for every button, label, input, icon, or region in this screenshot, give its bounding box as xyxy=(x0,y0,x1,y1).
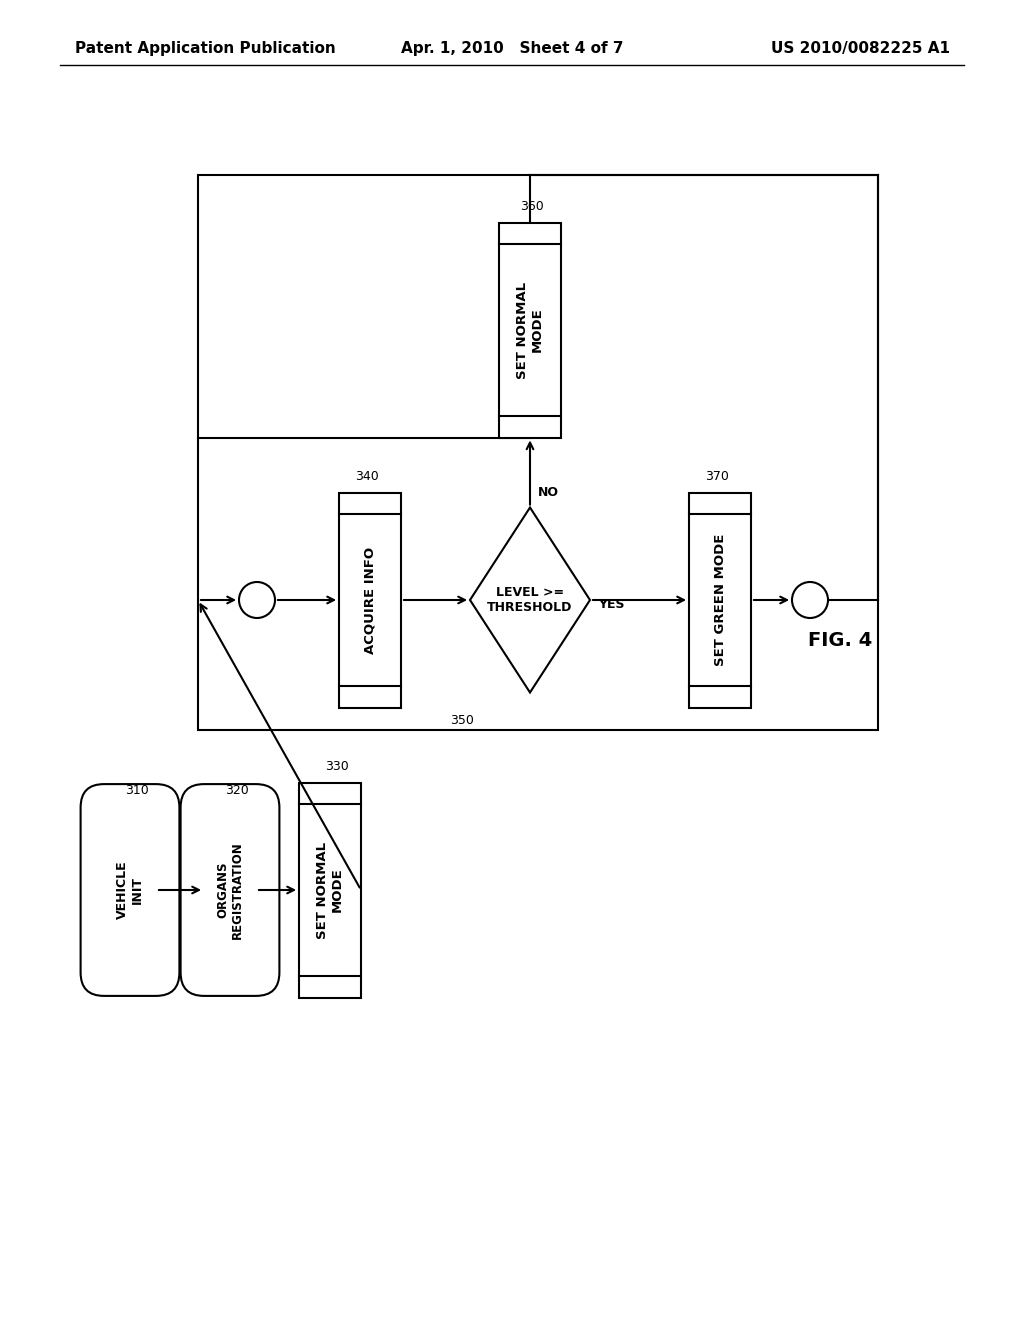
Text: Apr. 1, 2010   Sheet 4 of 7: Apr. 1, 2010 Sheet 4 of 7 xyxy=(400,41,624,55)
Text: ORGANS
REGISTRATION: ORGANS REGISTRATION xyxy=(216,841,244,939)
Text: 320: 320 xyxy=(225,784,249,797)
Text: 340: 340 xyxy=(355,470,379,483)
Bar xyxy=(689,492,751,708)
Text: SET NORMAL
MODE: SET NORMAL MODE xyxy=(516,281,544,379)
Text: 310: 310 xyxy=(125,784,148,797)
Text: Patent Application Publication: Patent Application Publication xyxy=(75,41,336,55)
Bar xyxy=(339,492,401,708)
Text: 370: 370 xyxy=(705,470,729,483)
Bar xyxy=(198,176,878,730)
Text: 350: 350 xyxy=(450,714,474,727)
Bar xyxy=(299,783,361,998)
Text: VEHICLE
INIT: VEHICLE INIT xyxy=(116,861,144,919)
FancyBboxPatch shape xyxy=(180,784,280,995)
Text: LEVEL >=
THRESHOLD: LEVEL >= THRESHOLD xyxy=(487,586,572,614)
Text: FIG. 4: FIG. 4 xyxy=(808,631,872,649)
Text: YES: YES xyxy=(598,598,625,611)
Circle shape xyxy=(239,582,275,618)
Text: SET GREEN MODE: SET GREEN MODE xyxy=(714,533,726,667)
Bar xyxy=(499,223,561,437)
Text: 360: 360 xyxy=(520,199,544,213)
Text: NO: NO xyxy=(538,487,559,499)
Text: ACQUIRE INFO: ACQUIRE INFO xyxy=(364,546,377,653)
Circle shape xyxy=(792,582,828,618)
Text: SET NORMAL
MODE: SET NORMAL MODE xyxy=(316,841,344,939)
Text: 330: 330 xyxy=(325,759,349,772)
FancyBboxPatch shape xyxy=(81,784,179,995)
Polygon shape xyxy=(470,507,590,693)
Text: US 2010/0082225 A1: US 2010/0082225 A1 xyxy=(771,41,950,55)
